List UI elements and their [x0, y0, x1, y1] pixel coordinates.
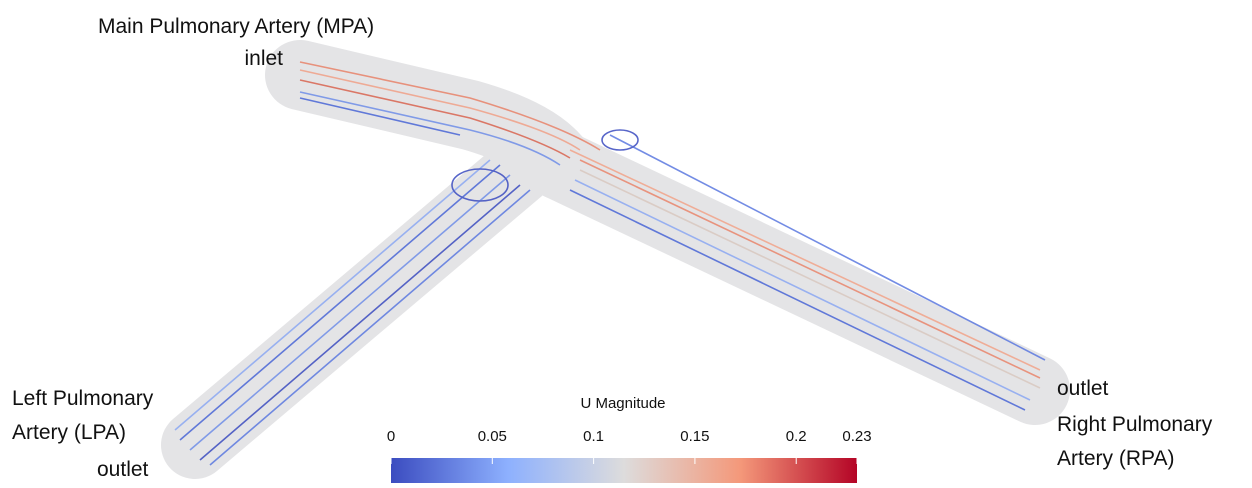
streamline	[579, 169, 1041, 389]
colorbar-tick-label: 0.1	[583, 428, 604, 445]
colorbar-ticks: 0 0.05 0.1 0.15 0.2 0.23	[387, 428, 872, 464]
streamline	[569, 149, 1041, 371]
vortex	[601, 129, 639, 151]
mpa-label: Main Pulmonary Artery (MPA)	[98, 15, 374, 38]
colorbar-tick-label: 0	[387, 428, 395, 445]
rpa-label: Artery (RPA)	[1057, 447, 1174, 470]
rpa-tube	[525, 130, 1070, 425]
lpa-outlet: outlet	[97, 458, 149, 481]
lpa-label: Artery (LPA)	[12, 421, 126, 444]
streamline	[299, 61, 601, 151]
vortex	[451, 168, 509, 202]
streamline	[199, 184, 521, 461]
streamline	[299, 69, 581, 151]
streamline	[299, 97, 461, 136]
colorbar-tick-label: 0.2	[786, 428, 807, 445]
streamline	[189, 174, 511, 451]
streamline	[299, 91, 561, 166]
streamline	[569, 189, 1026, 411]
streamline	[609, 134, 1046, 361]
streamlines	[174, 61, 1046, 466]
lpa-label: Left Pulmonary	[12, 387, 154, 410]
colorbar-title: U Magnitude	[580, 395, 665, 412]
rpa-outlet: outlet	[1057, 377, 1109, 400]
streamline	[179, 164, 501, 441]
streamline	[299, 79, 571, 159]
streamline	[579, 159, 1041, 379]
streamline	[174, 159, 491, 431]
rpa-label: Right Pulmonary	[1057, 413, 1213, 436]
mpa-inlet: inlet	[244, 47, 283, 70]
streamline	[574, 179, 1031, 401]
streamline	[209, 189, 531, 466]
colorbar-tick-label: 0.05	[478, 428, 507, 445]
colorbar	[391, 458, 857, 483]
colorbar-tick-label: 0.23	[842, 428, 871, 445]
colorbar-tick-label: 0.15	[680, 428, 709, 445]
